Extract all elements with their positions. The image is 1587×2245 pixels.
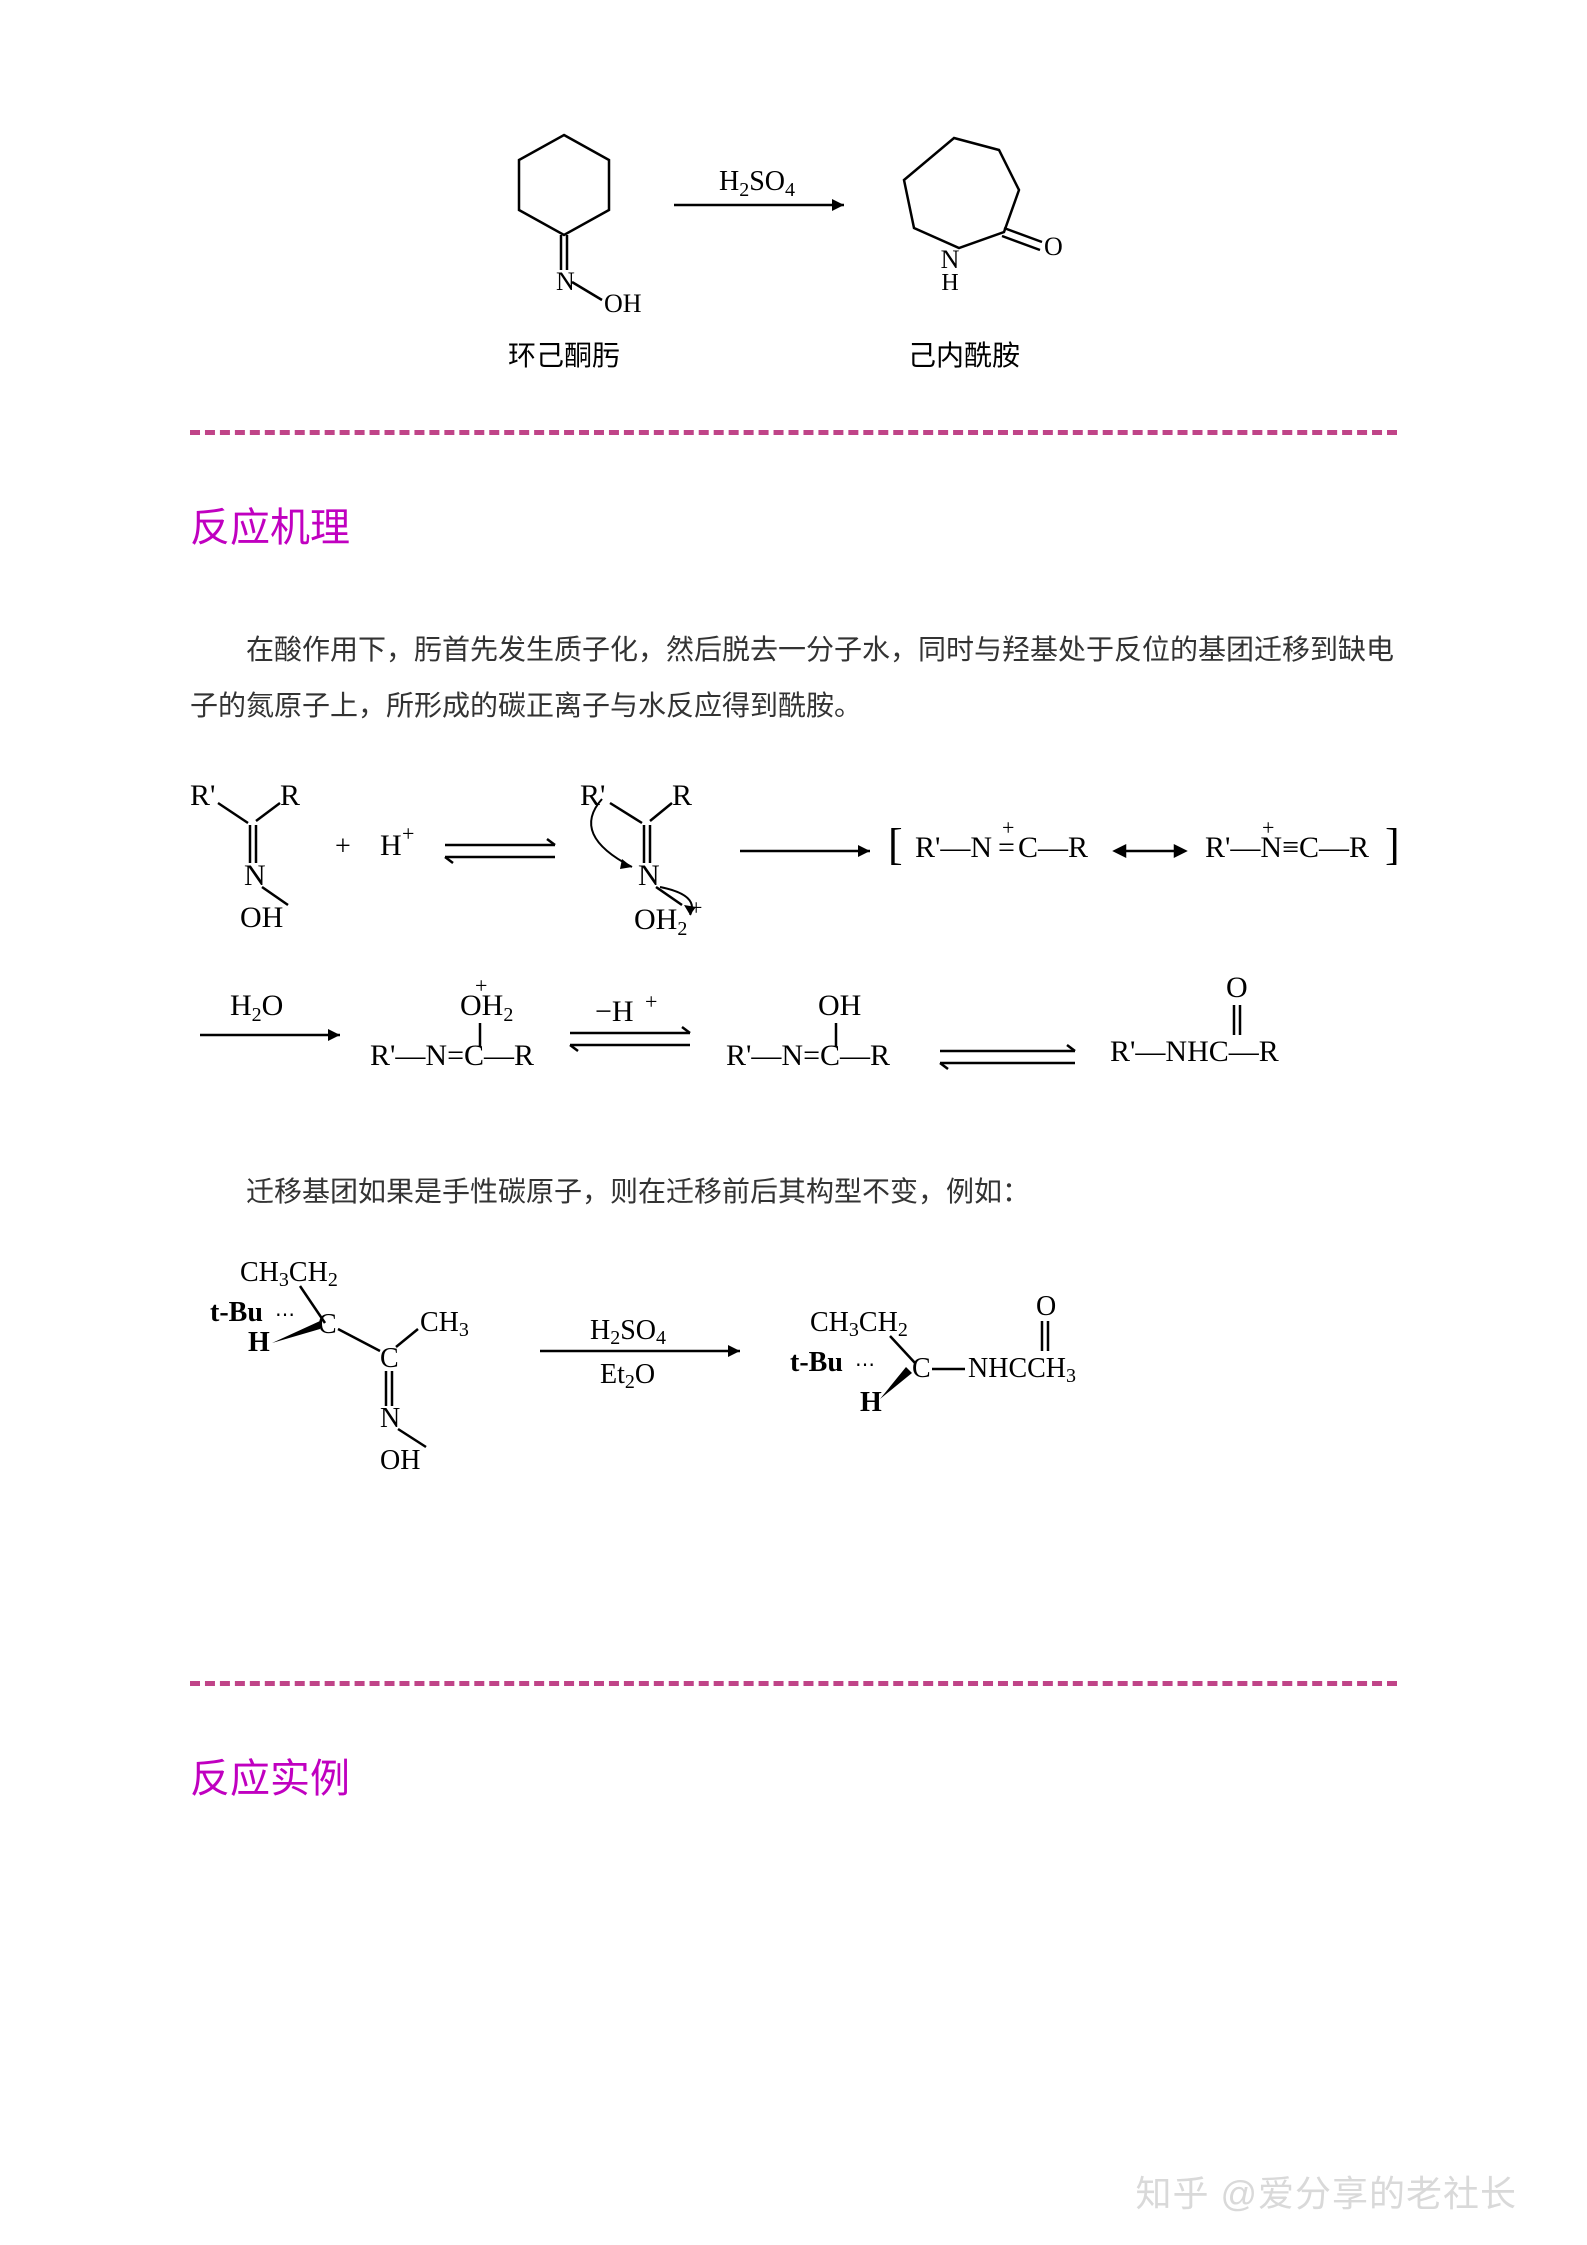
mechanism-paragraph: 在酸作用下，肟首先发生质子化，然后脱去一分子水，同时与羟基处于反位的基团迁移到缺…: [190, 623, 1397, 735]
svg-text:R'—N=C—R: R'—N=C—R: [370, 1039, 534, 1072]
svg-text:CH3CH2: CH3CH2: [240, 1257, 338, 1291]
svg-text:+: +: [1002, 815, 1014, 840]
heading-mechanism: 反应机理: [190, 495, 1397, 553]
svg-text:+: +: [645, 989, 657, 1014]
section-divider-2: [190, 1681, 1397, 1686]
svg-text:[: [: [888, 820, 903, 869]
svg-text:+: +: [402, 821, 414, 846]
svg-text:H: H: [380, 829, 402, 862]
svg-text:C—R: C—R: [1018, 831, 1088, 864]
svg-text:+: +: [1262, 815, 1274, 840]
right-chem-name: 己内酰胺: [907, 340, 1019, 372]
svg-text:N: N: [380, 1403, 400, 1434]
chiral-figure: CH3CH2 t-Bu ⋯ H C CH3 C N OH H2SO4: [200, 1251, 1397, 1491]
svg-text:H2SO4: H2SO4: [590, 1315, 666, 1349]
svg-text:R'—N=C—R: R'—N=C—R: [726, 1039, 890, 1072]
svg-text:NHCCH3: NHCCH3: [968, 1353, 1076, 1387]
chirality-paragraph: 迁移基团如果是手性碳原子，则在迁移前后其构型不变，例如：: [190, 1165, 1397, 1221]
chiral-svg: CH3CH2 t-Bu ⋯ H C CH3 C N OH H2SO4: [200, 1251, 1300, 1491]
svg-text:R': R': [190, 779, 215, 812]
svg-text:OH2: OH2: [460, 989, 513, 1026]
svg-text:R'—NHC—R: R'—NHC—R: [1110, 1035, 1279, 1068]
svg-text:t-Bu: t-Bu: [210, 1297, 263, 1328]
svg-text:OH2: OH2: [634, 903, 687, 940]
svg-text:H: H: [860, 1387, 882, 1418]
svg-text:C: C: [380, 1343, 399, 1374]
watermark-text: 知乎 @爱分享的老社长: [1135, 2165, 1517, 2217]
svg-text:CH3: CH3: [420, 1307, 469, 1341]
svg-text:OH: OH: [818, 989, 861, 1022]
oxime-n-label: N: [556, 267, 575, 296]
top-reaction-figure: N OH H2SO4 N H O 环己酮肟 己内酰胺: [190, 120, 1397, 380]
svg-text:Et2O: Et2O: [600, 1359, 655, 1393]
oxime-oh-label: OH: [604, 289, 642, 318]
svg-text:+: +: [690, 895, 702, 920]
svg-text:OH: OH: [380, 1445, 420, 1476]
svg-text:R'—N: R'—N: [915, 831, 992, 864]
top-reaction-svg: N OH H2SO4 N H O 环己酮肟 己内酰胺: [444, 120, 1144, 380]
mechanism-figure: R' R N OH + H + R' R: [170, 765, 1397, 1125]
svg-text:]: ]: [1385, 820, 1400, 869]
svg-text:R: R: [672, 779, 692, 812]
svg-text:C: C: [912, 1353, 931, 1384]
svg-text:CH3CH2: CH3CH2: [810, 1307, 908, 1341]
svg-text:+: +: [335, 831, 351, 862]
lactam-o-label: O: [1044, 232, 1063, 261]
svg-text:C: C: [318, 1309, 337, 1340]
svg-text:R'—N≡C—R: R'—N≡C—R: [1205, 831, 1369, 864]
svg-text:⋯: ⋯: [275, 1304, 295, 1326]
reagent-h2so4: H2SO4: [719, 166, 795, 201]
svg-text:O: O: [1036, 1291, 1056, 1322]
svg-text:R': R': [580, 779, 605, 812]
left-chem-name: 环己酮肟: [507, 341, 619, 372]
svg-text:H2O: H2O: [230, 989, 283, 1026]
svg-text:O: O: [1226, 971, 1248, 1004]
svg-text:OH: OH: [240, 901, 283, 934]
heading-examples: 反应实例: [190, 1746, 1397, 1804]
lactam-h-label: H: [941, 270, 958, 296]
svg-text:H: H: [248, 1327, 270, 1358]
section-divider-1: [190, 430, 1397, 435]
svg-text:⋯: ⋯: [855, 1354, 875, 1376]
svg-text:R: R: [280, 779, 300, 812]
svg-text:t-Bu: t-Bu: [790, 1347, 843, 1378]
mechanism-svg: R' R N OH + H + R' R: [170, 765, 1410, 1125]
svg-text:−H: −H: [595, 995, 634, 1028]
